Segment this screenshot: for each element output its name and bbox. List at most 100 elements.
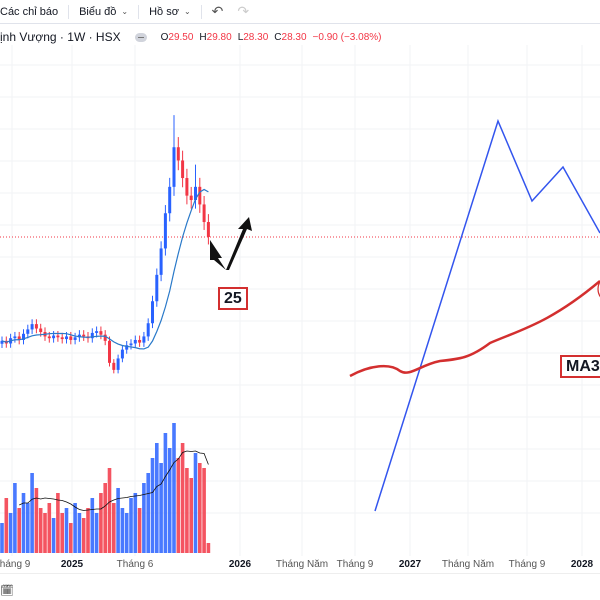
candle-up (52, 335, 56, 339)
volume-bar (73, 503, 77, 553)
candle-up (172, 147, 176, 187)
candle-down (39, 328, 43, 333)
volume-bar (69, 523, 73, 553)
candle-up (90, 332, 94, 339)
volume-bar (38, 508, 43, 553)
symbol-title[interactable]: ịnh Vượng · 1W · HSX (0, 30, 121, 44)
candle-up (155, 274, 159, 302)
volume-bar (17, 508, 21, 553)
volume-bar (81, 518, 86, 553)
candle-down (181, 160, 185, 179)
volume-bar (56, 493, 60, 553)
volume-bar (8, 513, 13, 553)
annotation-label-ma[interactable]: MA3 (560, 355, 600, 378)
high-value: 29.80 (206, 31, 232, 43)
volume-bar (116, 488, 120, 553)
symbol-legend: ịnh Vượng · 1W · HSX O29.50 H29.80 L28.3… (0, 30, 381, 44)
indicators-label: Các chỉ báo (0, 5, 59, 18)
volume-bar (77, 513, 82, 553)
volume-average-line (19, 450, 209, 511)
candle-up (142, 336, 146, 343)
close-value: 28.30 (281, 31, 307, 43)
candle-up (13, 336, 17, 339)
time-axis-tick: Tháng 9 (336, 559, 374, 570)
candle-up (116, 358, 120, 370)
candle-down (69, 336, 73, 340)
volume-bar (86, 508, 90, 553)
volume-bar (189, 478, 193, 553)
chevron-down-icon: ⌄ (183, 7, 191, 16)
volume-bar (129, 498, 133, 553)
candle-up (120, 349, 124, 359)
volume-bar (193, 453, 198, 553)
chevron-down-icon: ⌄ (121, 7, 129, 16)
high-label: H (199, 31, 207, 43)
indicators-button[interactable]: Các chỉ báo (0, 0, 68, 23)
volume-bar (150, 458, 155, 553)
open-value: 29.50 (168, 31, 194, 43)
candle-down (60, 337, 64, 340)
profile-dropdown[interactable]: Hồ sơ ⌄ (139, 0, 201, 23)
volume-bar (180, 443, 185, 553)
volume-bar (198, 463, 202, 553)
divider (200, 4, 202, 19)
time-axis-tick: 2028 (570, 559, 594, 570)
candle-down (176, 147, 180, 161)
change-value: −0.90 (−3.08%) (312, 31, 382, 43)
undo-icon: ↶ (211, 3, 224, 19)
redo-button[interactable]: ↷ (233, 0, 259, 23)
volume-bar (13, 483, 17, 553)
candle-down (185, 178, 189, 196)
calendar-icon[interactable]: 🗓 (0, 585, 14, 597)
volume-bar (167, 448, 172, 553)
volume-bar (159, 463, 163, 553)
volume-bar (47, 503, 52, 553)
volume-bar (26, 503, 30, 553)
ma-drawing-line (349, 280, 600, 378)
divider (68, 4, 70, 19)
open-label: O (160, 31, 169, 43)
undo-button[interactable]: ↶ (202, 0, 234, 23)
candle-up (0, 340, 4, 344)
time-axis-tick: 2025 (60, 559, 84, 570)
time-axis-tick: Tháng Năm (275, 559, 329, 570)
volume-bar (103, 483, 107, 553)
volume-bar (172, 423, 176, 553)
candle-down (56, 335, 60, 338)
volume-bar (4, 498, 9, 553)
candlesticks (0, 115, 210, 374)
candle-down (34, 324, 38, 329)
moving-average-line (1, 188, 209, 350)
annotation-label-25[interactable]: 25 (218, 287, 248, 310)
candle-up (163, 213, 167, 249)
candle-up (159, 248, 163, 275)
price-chart[interactable] (0, 45, 600, 556)
candle-down (17, 336, 21, 340)
candle-up (129, 343, 133, 346)
arrow-up-icon (226, 217, 252, 270)
divider (138, 4, 140, 19)
candle-down (47, 336, 51, 339)
candle-down (108, 340, 111, 363)
close-label: C (274, 31, 282, 43)
candle-up (95, 331, 99, 333)
volume-bar (176, 458, 181, 553)
time-axis[interactable]: Tháng 9 2025 Tháng 6 2026 Tháng Năm Tháng 9 20… (0, 556, 600, 574)
candle-down (198, 186, 202, 205)
candle-down (103, 334, 107, 341)
volume-bar (112, 503, 116, 553)
volume-bar (133, 493, 138, 553)
volume-bar (60, 513, 64, 553)
candle-up (73, 337, 77, 340)
volume-bar (0, 523, 4, 553)
volume-bar (142, 483, 146, 553)
chart-type-dropdown[interactable]: Biểu đồ ⌄ (69, 0, 138, 23)
volume-bar (163, 433, 168, 553)
volume-bar (137, 508, 142, 553)
candle-up (125, 345, 129, 350)
volume-bar (124, 513, 129, 553)
volume-bar (30, 473, 34, 553)
hide-icon[interactable] (134, 32, 147, 42)
volume-bar (120, 508, 125, 553)
volume-bar (90, 498, 95, 553)
